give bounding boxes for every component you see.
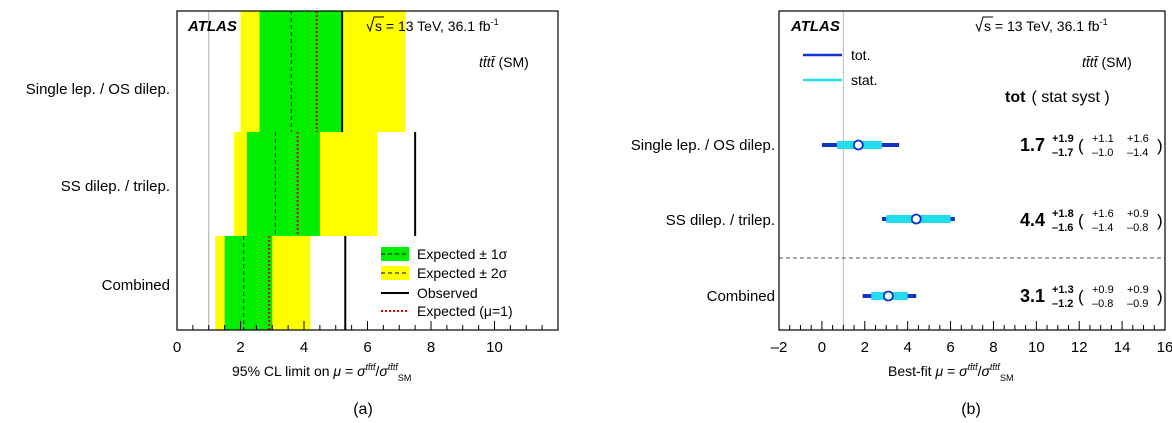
atlas-label-a: ATLAS	[187, 18, 237, 35]
x-tick-label-b: 8	[989, 339, 997, 356]
syst-up-1: +0.9	[1127, 208, 1149, 220]
x-tick-label-b: 6	[946, 339, 954, 356]
legend-label-2sigma: Expected ± 2σ	[417, 265, 508, 281]
legend-label-mu1: Expected (μ=1)	[417, 303, 513, 319]
stat-up-1: +1.6	[1092, 208, 1114, 220]
process-label-a: tt̄tt̄ (SM)	[479, 54, 529, 70]
syst-down-2: –0.9	[1127, 298, 1148, 310]
legend-observed: Observed	[381, 285, 478, 301]
panel-b-x-axis-title: Best-fit μ = σtt̄tt̄/σtt̄tt̄SM	[888, 362, 1013, 383]
syst-down-1: –0.8	[1127, 222, 1148, 234]
panel-b-column-header: tot( stat syst )	[1005, 89, 1110, 106]
atlas-label-b: ATLAS	[790, 18, 840, 35]
energy-label-a: s = 13 TeV, 36.1 fb-1	[366, 16, 499, 34]
panel-a-x-axis-title: 95% CL limit on μ = σtt̄tt̄/σtt̄tt̄SM	[232, 362, 411, 383]
paren-open-0: (	[1078, 136, 1084, 155]
stat-up-2: +0.9	[1092, 284, 1114, 296]
x-tick-label-a: 2	[236, 339, 244, 356]
x-tick-label-b: 10	[1028, 339, 1045, 356]
best-fit-point-0	[852, 139, 864, 151]
central-value-2: 3.1	[1020, 286, 1045, 306]
x-tick-label-b: 2	[861, 339, 869, 356]
x-tick-label-b: 14	[1114, 339, 1131, 356]
x-tick-label-a: 0	[173, 339, 181, 356]
x-tick-label-a: 4	[300, 339, 308, 356]
lumi-exp-a: -1	[491, 17, 499, 27]
x-tick-label-a: 6	[363, 339, 371, 356]
tot-down-1: –1.6	[1052, 222, 1073, 234]
legend-label-1sigma: Expected ± 1σ	[417, 246, 508, 262]
panel-a-x-axis: 0 2 4 6 8 10	[173, 321, 559, 356]
best-fit-point-2	[882, 290, 894, 302]
stat-up-0: +1.1	[1092, 133, 1114, 145]
x-tick-label-a: 8	[427, 339, 435, 356]
paren-open-1: (	[1078, 211, 1084, 230]
legend-expected-1sigma: Expected ± 1σ	[381, 246, 508, 262]
panel-b-value-labels: 1.7 +1.9 –1.7 ( +1.1 –1.0 +1.6 –1.4) 4.4 +1.8 –1.6…	[1020, 133, 1163, 310]
tot-down-2: –1.2	[1052, 298, 1073, 310]
legend-label-tot: tot.	[851, 47, 870, 63]
legend-label-stat: stat.	[851, 72, 877, 88]
panel-a-limit-chart: 0 2 4 6 8 10 Single lep. / OS dilep. SS dilep.…	[26, 10, 559, 418]
x-tick-label-b: 12	[1071, 339, 1088, 356]
category-label-a-2: Combined	[102, 277, 170, 294]
category-label-b-2: Combined	[707, 288, 775, 305]
band-1sigma-0	[259, 11, 343, 132]
paren-close-2: )	[1157, 287, 1163, 306]
x-tick-label-b: 16	[1157, 339, 1172, 356]
svg-text:s = 13 TeV, 36.1 fb-1: s = 13 TeV, 36.1 fb-1	[984, 17, 1108, 34]
central-value-0: 1.7	[1020, 135, 1045, 155]
svg-text:s = 13 TeV, 36.1 fb-1: s = 13 TeV, 36.1 fb-1	[375, 17, 499, 34]
syst-up-2: +0.9	[1127, 284, 1149, 296]
tot-down-0: –1.7	[1052, 147, 1073, 159]
paren-close-0: )	[1157, 136, 1163, 155]
category-label-a-1: SS dilep. / trilep.	[61, 178, 170, 195]
tot-up-2: +1.3	[1052, 284, 1074, 296]
energy-text-a: = 13 TeV, 36.1 fb	[382, 18, 491, 34]
legend-tot: tot.	[803, 47, 870, 63]
tot-up-0: +1.9	[1052, 133, 1074, 145]
limit-lines	[208, 11, 417, 330]
process-label-b: tt̄tt̄ (SM)	[1082, 54, 1132, 70]
x-tick-label-b: –2	[771, 339, 788, 356]
x-tick-label-a: 10	[486, 339, 503, 356]
syst-up-0: +1.6	[1127, 133, 1149, 145]
x-tick-label-b: 4	[903, 339, 911, 356]
stat-down-0: –1.0	[1092, 147, 1113, 159]
legend-expected-2sigma: Expected ± 2σ	[381, 265, 508, 281]
paren-close-1: )	[1157, 211, 1163, 230]
stat-down-1: –1.4	[1092, 222, 1113, 234]
band-1sigma-1	[246, 132, 320, 236]
category-label-b-0: Single lep. / OS dilep.	[631, 137, 775, 154]
sqrt-s-a: s	[375, 18, 382, 34]
panel-b-x-axis: –2 0 2 4 6 8 10 12 14 16	[771, 321, 1172, 356]
panel-a-category-labels: Single lep. / OS dilep. SS dilep. / trile…	[26, 81, 170, 294]
energy-label-b: s = 13 TeV, 36.1 fb-1	[975, 16, 1108, 34]
band-1sigma-2	[224, 236, 273, 330]
central-value-1: 4.4	[1020, 210, 1045, 230]
panel-b-category-labels: Single lep. / OS dilep. SS dilep. / trile…	[631, 137, 775, 305]
legend-label-observed: Observed	[417, 285, 478, 301]
legend-expected-mu1: Expected (μ=1)	[381, 303, 513, 319]
category-label-b-1: SS dilep. / trilep.	[666, 212, 775, 229]
panel-a-legend: Expected ± 1σ Expected ± 2σ Observed Exp…	[381, 246, 513, 319]
category-label-a-0: Single lep. / OS dilep.	[26, 81, 170, 98]
panel-a-label: (a)	[353, 401, 373, 418]
x-tick-label-b: 0	[818, 339, 826, 356]
best-fit-point-1	[910, 213, 922, 225]
panel-b-label: (b)	[961, 401, 981, 418]
limit-bands	[215, 11, 406, 330]
panel-b-bestfit-chart: –2 0 2 4 6 8 10 12 14 16 Single lep. / OS dilep.S…	[631, 10, 1172, 418]
syst-down-0: –1.4	[1127, 147, 1148, 159]
paren-open-2: (	[1078, 287, 1084, 306]
stat-down-2: –0.8	[1092, 298, 1113, 310]
legend-stat: stat.	[803, 72, 877, 88]
tot-up-1: +1.8	[1052, 208, 1074, 220]
panel-b-legend: tot. stat.	[803, 47, 877, 88]
panel-b-marks	[821, 139, 955, 302]
